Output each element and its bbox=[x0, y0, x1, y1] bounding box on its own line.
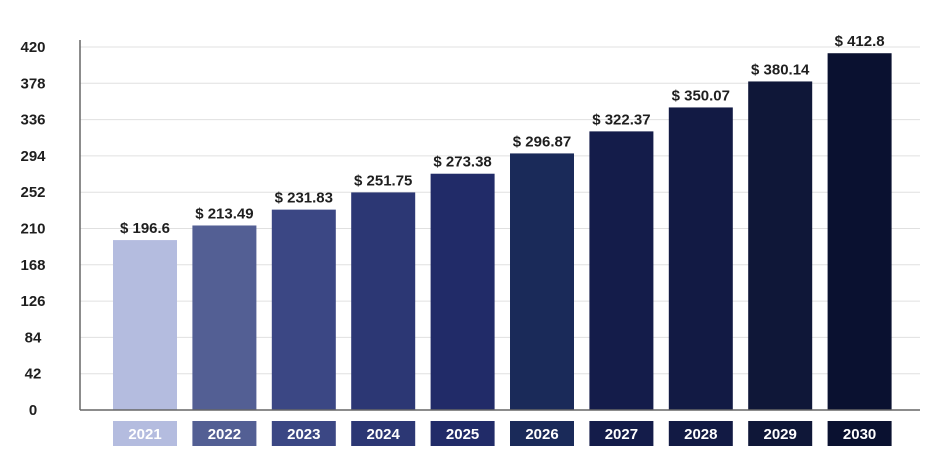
bar-2024 bbox=[351, 192, 416, 410]
x-tick-label-2029: 2029 bbox=[764, 426, 797, 443]
x-tick-label-2028: 2028 bbox=[684, 426, 717, 443]
y-tick-label: 252 bbox=[20, 184, 45, 201]
x-category-box-2024 bbox=[351, 421, 416, 446]
bar-2023 bbox=[271, 209, 336, 410]
x-tick-label-2030: 2030 bbox=[843, 426, 876, 443]
x-category-box-2027 bbox=[589, 421, 654, 446]
x-category-box-2030 bbox=[827, 421, 892, 446]
data-label-2026: $ 296.87 bbox=[513, 133, 571, 150]
x-tick-label-2022: 2022 bbox=[208, 426, 241, 443]
bar-2022 bbox=[192, 225, 257, 410]
y-tick-label: 126 bbox=[20, 293, 45, 310]
x-tick-label-2021: 2021 bbox=[128, 426, 161, 443]
bar-2026 bbox=[510, 153, 574, 410]
y-tick-label: 84 bbox=[25, 329, 42, 346]
data-label-2024: $ 251.75 bbox=[354, 172, 412, 189]
value-labels: $ 196.6 $ 213.49 $ 231.83 $ 251.75 $ 273.38 $… bbox=[120, 33, 885, 237]
x-tick-label-2024: 2024 bbox=[367, 426, 401, 443]
data-label-2028: $ 350.07 bbox=[672, 87, 730, 104]
bar-2021 bbox=[113, 240, 177, 410]
y-tick-label: 210 bbox=[20, 221, 45, 238]
x-axis: 2021 2022 2023 2024 2025 2026 2027 2028 2029 2030 bbox=[80, 409, 920, 446]
data-label-2030: $ 412.8 bbox=[835, 33, 885, 50]
data-label-2027: $ 322.37 bbox=[592, 111, 650, 128]
x-category-box-2029 bbox=[748, 421, 813, 446]
y-tick-label: 294 bbox=[20, 148, 46, 165]
y-tick-label: 378 bbox=[20, 75, 45, 92]
bars bbox=[113, 53, 892, 410]
x-tick-label-2027: 2027 bbox=[605, 426, 638, 443]
x-category-box-2023 bbox=[271, 421, 336, 446]
bar-2025 bbox=[430, 173, 495, 410]
bar-2029 bbox=[748, 81, 813, 410]
data-label-2023: $ 231.83 bbox=[275, 190, 333, 207]
data-label-2021: $ 196.6 bbox=[120, 220, 170, 237]
data-label-2022: $ 213.49 bbox=[195, 205, 253, 222]
bar-2027 bbox=[589, 131, 654, 410]
y-axis: 0 42 84 126 168 210 252 294 336 378 420 bbox=[20, 39, 81, 419]
data-label-2029: $ 380.14 bbox=[751, 61, 810, 78]
x-tick-label-2023: 2023 bbox=[287, 426, 320, 443]
x-tick-label-2025: 2025 bbox=[446, 426, 479, 443]
y-tick-label: 0 bbox=[29, 402, 37, 419]
y-tick-label: 420 bbox=[20, 39, 45, 56]
y-tick-label: 336 bbox=[20, 112, 45, 129]
x-category-box-2025 bbox=[430, 421, 495, 446]
y-tick-label: 42 bbox=[25, 366, 42, 383]
x-tick-label-2026: 2026 bbox=[525, 426, 558, 443]
x-category-box-2028 bbox=[668, 421, 733, 446]
x-category-box-2026 bbox=[510, 421, 574, 446]
bar-2030 bbox=[827, 53, 892, 410]
x-category-box-2022 bbox=[192, 421, 257, 446]
y-tick-label: 168 bbox=[20, 257, 45, 274]
data-label-2025: $ 273.38 bbox=[433, 154, 491, 171]
x-category-box-2021 bbox=[113, 421, 177, 446]
bar-2028 bbox=[668, 107, 733, 410]
